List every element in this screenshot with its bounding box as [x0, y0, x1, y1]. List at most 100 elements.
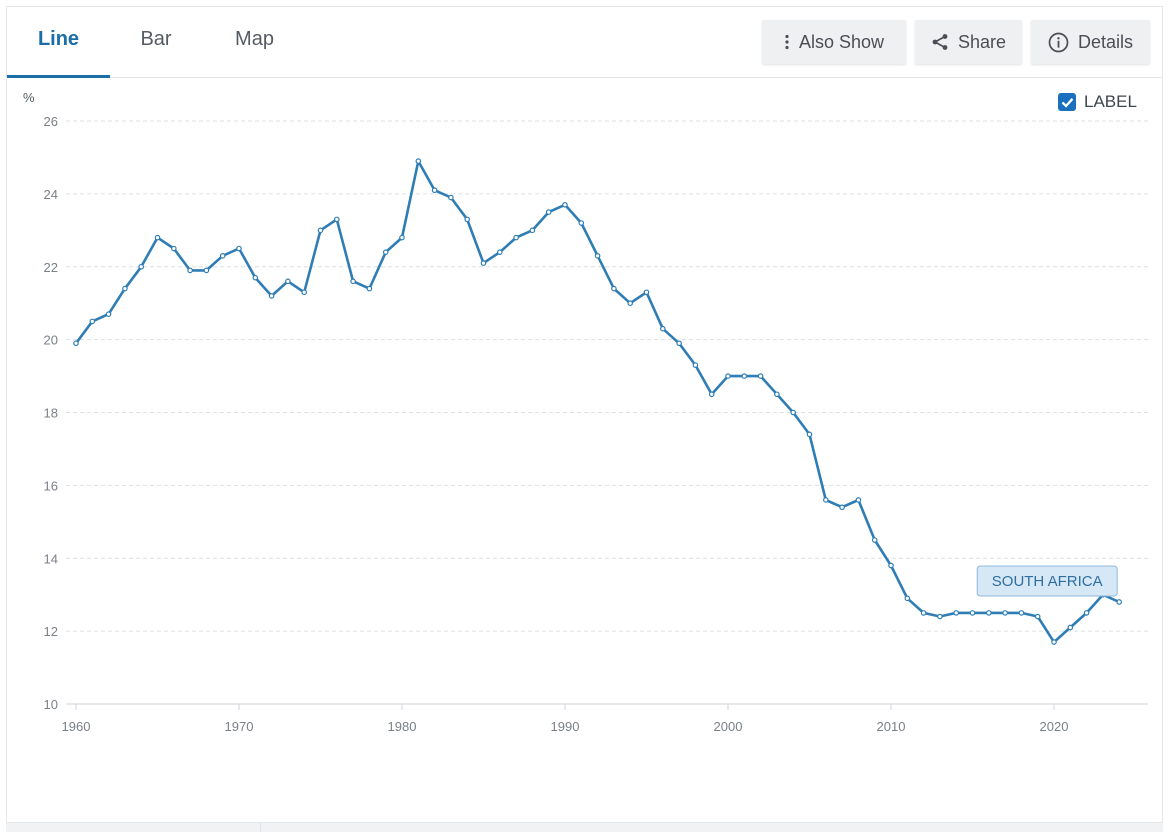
data-point	[790, 409, 797, 416]
bottom-strip	[6, 822, 1163, 832]
data-point	[741, 373, 748, 379]
data-point	[122, 285, 128, 292]
data-point	[774, 391, 780, 398]
x-tick-label: 1960	[62, 719, 91, 734]
data-point	[725, 373, 731, 379]
data-point	[855, 497, 862, 503]
data-point	[611, 285, 617, 292]
data-point	[920, 610, 927, 616]
data-point	[692, 362, 699, 368]
data-point	[627, 300, 634, 306]
y-tick-label: 22	[44, 260, 58, 275]
data-point	[985, 610, 992, 616]
x-tick-label: 1990	[551, 719, 580, 734]
share-button[interactable]: Share	[915, 20, 1022, 64]
more-vertical-icon	[784, 34, 790, 50]
data-point	[154, 234, 161, 241]
data-point	[187, 267, 193, 274]
data-point	[480, 260, 487, 266]
data-point	[252, 274, 259, 281]
data-point	[513, 234, 519, 241]
data-point	[888, 562, 894, 569]
series-label-text: SOUTH AFRICA	[992, 573, 1103, 590]
y-tick-label: 18	[44, 406, 58, 421]
y-tick-label: 24	[44, 187, 58, 202]
data-point	[1083, 610, 1090, 616]
data-point	[545, 209, 552, 215]
data-point	[594, 253, 601, 259]
x-tick-label: 1970	[225, 719, 254, 734]
data-point	[871, 537, 878, 543]
label-toggle-text: LABEL	[1084, 92, 1137, 111]
data-point	[236, 245, 242, 252]
data-point	[171, 245, 177, 252]
data-point	[219, 253, 226, 259]
label-toggle[interactable]: LABEL	[1058, 91, 1137, 113]
data-point	[301, 289, 308, 296]
data-point	[464, 216, 471, 223]
share-label: Share	[957, 31, 1007, 52]
y-tick-label: 12	[44, 624, 58, 639]
y-tick-label: 14	[44, 551, 58, 566]
info-icon	[1048, 32, 1069, 53]
also-show-button[interactable]: Also Show	[762, 20, 906, 64]
data-point	[659, 325, 666, 332]
data-point	[333, 216, 340, 223]
details-label: Details	[1077, 31, 1134, 52]
data-point	[448, 194, 454, 201]
y-tick-label: 20	[44, 333, 58, 348]
bottom-divider	[260, 823, 261, 832]
data-point	[285, 278, 291, 285]
tab-bar-chart[interactable]: Bar	[140, 28, 172, 50]
data-point	[904, 595, 911, 602]
data-point	[562, 202, 568, 208]
data-point	[937, 613, 943, 620]
data-point	[676, 340, 682, 347]
data-point	[839, 504, 845, 511]
data-point	[806, 431, 813, 438]
data-point	[1116, 599, 1123, 605]
also-show-label: Also Show	[798, 31, 885, 52]
data-point	[969, 610, 976, 616]
data-point	[350, 278, 356, 285]
series-label-box	[976, 565, 1118, 597]
tab-bar: Line Bar Map Also Show Share	[7, 7, 1162, 78]
data-point	[89, 318, 96, 325]
data-point	[643, 289, 650, 296]
data-point	[757, 373, 764, 379]
data-point	[496, 249, 503, 255]
y-tick-label: 26	[44, 114, 58, 129]
x-tick-label: 2020	[1040, 719, 1069, 734]
data-point	[415, 158, 422, 164]
series-line	[74, 159, 1120, 644]
y-tick-label: 16	[44, 478, 58, 493]
details-button[interactable]: Details	[1031, 20, 1150, 64]
data-point	[822, 497, 829, 503]
data-point	[317, 227, 324, 234]
data-point	[578, 220, 585, 226]
checkmark-icon	[1061, 97, 1073, 108]
data-point	[431, 187, 438, 194]
data-point	[382, 249, 389, 255]
data-point	[953, 610, 960, 616]
x-tick-label: 2000	[714, 719, 743, 734]
y-axis-unit-label: %	[23, 90, 35, 105]
label-checkbox[interactable]	[1058, 93, 1076, 111]
x-tick-label: 2010	[877, 719, 906, 734]
data-point	[203, 267, 210, 274]
data-point	[105, 311, 112, 317]
tab-line[interactable]: Line	[7, 7, 110, 78]
data-point	[1002, 610, 1008, 616]
data-point	[138, 263, 145, 270]
x-tick-label: 1980	[388, 719, 417, 734]
data-point	[1051, 639, 1057, 645]
data-point	[1067, 624, 1074, 631]
data-point	[399, 234, 405, 241]
data-point	[73, 340, 79, 347]
data-point	[529, 227, 536, 234]
share-icon	[931, 33, 949, 51]
tab-map[interactable]: Map	[235, 28, 274, 50]
data-point	[268, 293, 275, 299]
chart-panel: Line Bar Map Also Show Share	[6, 6, 1163, 831]
